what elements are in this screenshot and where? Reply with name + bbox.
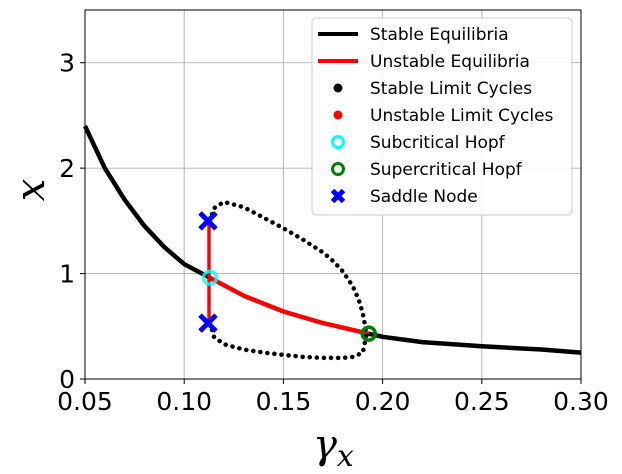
legend-ring-handle [331,162,345,176]
unstable-equilibria-line [208,275,370,336]
legend-label: Stable Equilibria [370,25,509,45]
saddle-node-marker [198,313,218,333]
legend-box [311,17,573,216]
x-tick-label: 0.25 [454,387,510,416]
legend-entry: Unstable Equilibria [318,52,530,72]
legend-entry: Stable Equilibria [318,25,509,45]
x-tick-label: 0.05 [57,387,113,416]
y-axis-label: x [8,179,54,202]
x-ticks: 0.05 0.10 0.15 0.20 0.25 0.30 [57,379,609,416]
x-axis-label-main: γ [313,422,337,468]
legend-cross-handle [330,188,346,204]
legend-dot-handle [333,110,343,120]
legend-label: Supercritical Hopf [370,160,523,180]
supercritical-hopf-marker [360,325,377,342]
stable-equilibria-line [368,331,582,355]
legend: Stable Equilibria Unstable Equilibria Stab… [311,17,573,216]
legend-label: Stable Limit Cycles [370,79,532,99]
y-tick-label: 2 [59,154,75,183]
curves [82,125,582,361]
x-tick-label: 0.30 [553,387,609,416]
x-tick-label: 0.20 [355,387,411,416]
legend-entry: Saddle Node [330,187,478,207]
y-ticks: 0 1 2 3 [59,49,85,394]
x-tick-label: 0.15 [256,387,312,416]
legend-entry: Subcritical Hopf [331,133,506,153]
cross-stroke [198,313,218,333]
legend-entry: Supercritical Hopf [331,160,523,180]
subcritical-hopf-marker [201,269,219,287]
legend-label: Unstable Limit Cycles [370,106,554,126]
cross-stroke [198,211,218,231]
x-tick-label: 0.10 [156,387,212,416]
legend-ring-handle [331,135,345,149]
legend-entry: Stable Limit Cycles [333,79,532,99]
markers [198,211,377,342]
y-tick-label: 0 [59,365,75,394]
legend-label: Subcritical Hopf [370,133,506,153]
y-tick-label: 1 [59,260,75,289]
legend-dot-handle [333,83,343,93]
x-axis-label: γx [313,422,354,474]
y-tick-label: 3 [59,49,75,78]
saddle-node-marker [198,211,218,231]
legend-entry: Unstable Limit Cycles [333,106,554,126]
x-axis-label-sub: x [337,439,354,474]
legend-label: Saddle Node [370,187,478,207]
legend-label: Unstable Equilibria [370,52,530,72]
stable-limit-cycles [207,199,369,336]
cross-stroke [330,188,346,204]
plot-frame [84,9,582,380]
stable-equilibria-line [82,125,212,280]
